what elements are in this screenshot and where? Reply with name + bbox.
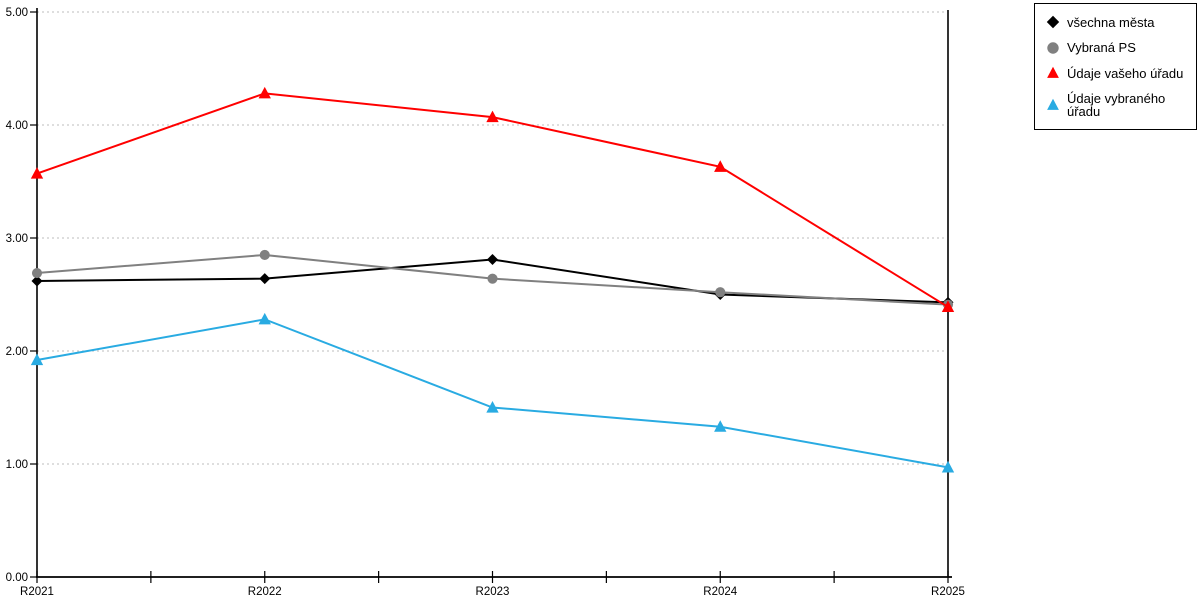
triangle-legend-icon [1047,98,1059,110]
y-tick-label: 4.00 [6,120,28,132]
series-2 [30,86,955,312]
triangle-glyph [1047,66,1059,79]
axes: 0.00 1.00 2.00 3.00 4.00 5.00 R2021 R2022 R2023 R… [6,7,965,598]
data-point-marker [715,287,726,298]
x-tick-label: R2025 [931,586,965,598]
series-1 [31,249,954,310]
x-tick-label: R2022 [248,586,282,598]
data-point-marker [714,160,727,172]
diamond-glyph [1046,16,1060,29]
circle-legend-icon [1047,42,1059,54]
legend-item: všechna města [1046,15,1196,29]
legend-item: Vybraná PS [1046,41,1196,55]
y-tick-label: 0.00 [6,572,28,584]
legend-label: Vybraná PS [1067,40,1136,56]
y-tick-label: 2.00 [6,346,28,358]
data-point-marker [258,312,271,325]
x-tick-label: R2021 [20,586,54,598]
data-point-marker [258,86,271,99]
legend-item: Údaje vybraného úřadu [1046,92,1196,118]
series-3 [30,312,955,473]
y-tick-label: 1.00 [6,459,28,471]
y-tick-label: 3.00 [6,233,28,245]
data-point-marker [31,267,43,279]
data-point-marker [486,110,499,123]
data-point-marker [259,273,271,285]
series-line [36,318,949,469]
data-point-marker [487,273,498,284]
triangle-legend-icon [1047,66,1059,79]
data-point-marker [259,249,270,261]
data-point-marker [30,167,44,179]
gridlines [37,11,945,465]
data-point-marker [31,275,43,287]
data-point-marker [486,401,499,413]
legend-label: Údaje vybraného úřadu [1067,90,1166,119]
data-point-marker [30,353,44,366]
data-point-marker [487,253,498,265]
diamond-legend-icon [1046,16,1060,29]
data-point-marker [941,460,955,473]
x-tick-label: R2023 [476,586,510,598]
legend-label: všechna města [1067,14,1155,30]
triangle-glyph [1047,98,1059,110]
data-point-marker [941,300,955,312]
x-tick-label: R2024 [703,586,737,598]
legend-item: Údaje vašeho úřadu [1046,66,1196,80]
data-point-marker [714,420,727,432]
circle-glyph [1047,42,1059,54]
legend-label: Údaje vašeho úřadu [1067,65,1184,81]
y-tick-label: 5.00 [6,7,28,19]
chart-legend: všechna města Vybraná PS Údaje vašeho úřad… [1034,3,1197,130]
